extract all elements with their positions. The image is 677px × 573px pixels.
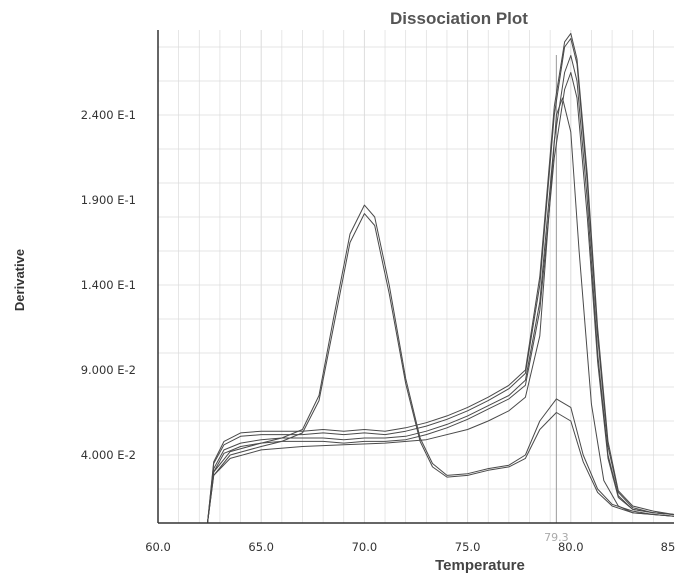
melt-curve	[158, 97, 675, 524]
y-axis-label: Derivative	[12, 249, 27, 311]
y-axis-ticks: 4.000 E-2 9.000 E-2 1.400 E-1 1.900 E-1 2.40…	[81, 108, 136, 462]
x-tick-label: 75.0	[455, 540, 481, 554]
x-tick-label: 70.0	[352, 540, 378, 554]
y-tick-label: 2.400 E-1	[81, 108, 136, 122]
melt-curve	[158, 55, 675, 524]
melt-curve	[158, 38, 675, 524]
plot-frame	[157, 30, 674, 524]
x-tick-label: 60.0	[145, 540, 171, 554]
temperature-marker: 79.3	[544, 55, 569, 544]
x-tick-label: 85	[661, 540, 676, 554]
x-tick-label: 65.0	[248, 540, 274, 554]
x-tick-label: 80.0	[558, 540, 584, 554]
x-axis-ticks: 60.0 65.0 70.0 75.0 80.0 85	[145, 540, 675, 554]
y-tick-label: 1.900 E-1	[81, 193, 136, 207]
melt-curve	[158, 72, 675, 524]
y-tick-label: 9.000 E-2	[81, 363, 136, 377]
melt-curves	[158, 32, 675, 524]
y-tick-label: 4.000 E-2	[81, 448, 136, 462]
melt-curve	[158, 32, 675, 524]
y-tick-label: 1.400 E-1	[81, 278, 136, 292]
chart-title: Dissociation Plot	[390, 9, 528, 28]
marker-label: 79.3	[544, 531, 569, 544]
melt-curve	[158, 204, 675, 524]
melt-curve	[158, 213, 675, 524]
x-axis-label: Temperature	[435, 557, 525, 573]
grid	[158, 30, 674, 523]
